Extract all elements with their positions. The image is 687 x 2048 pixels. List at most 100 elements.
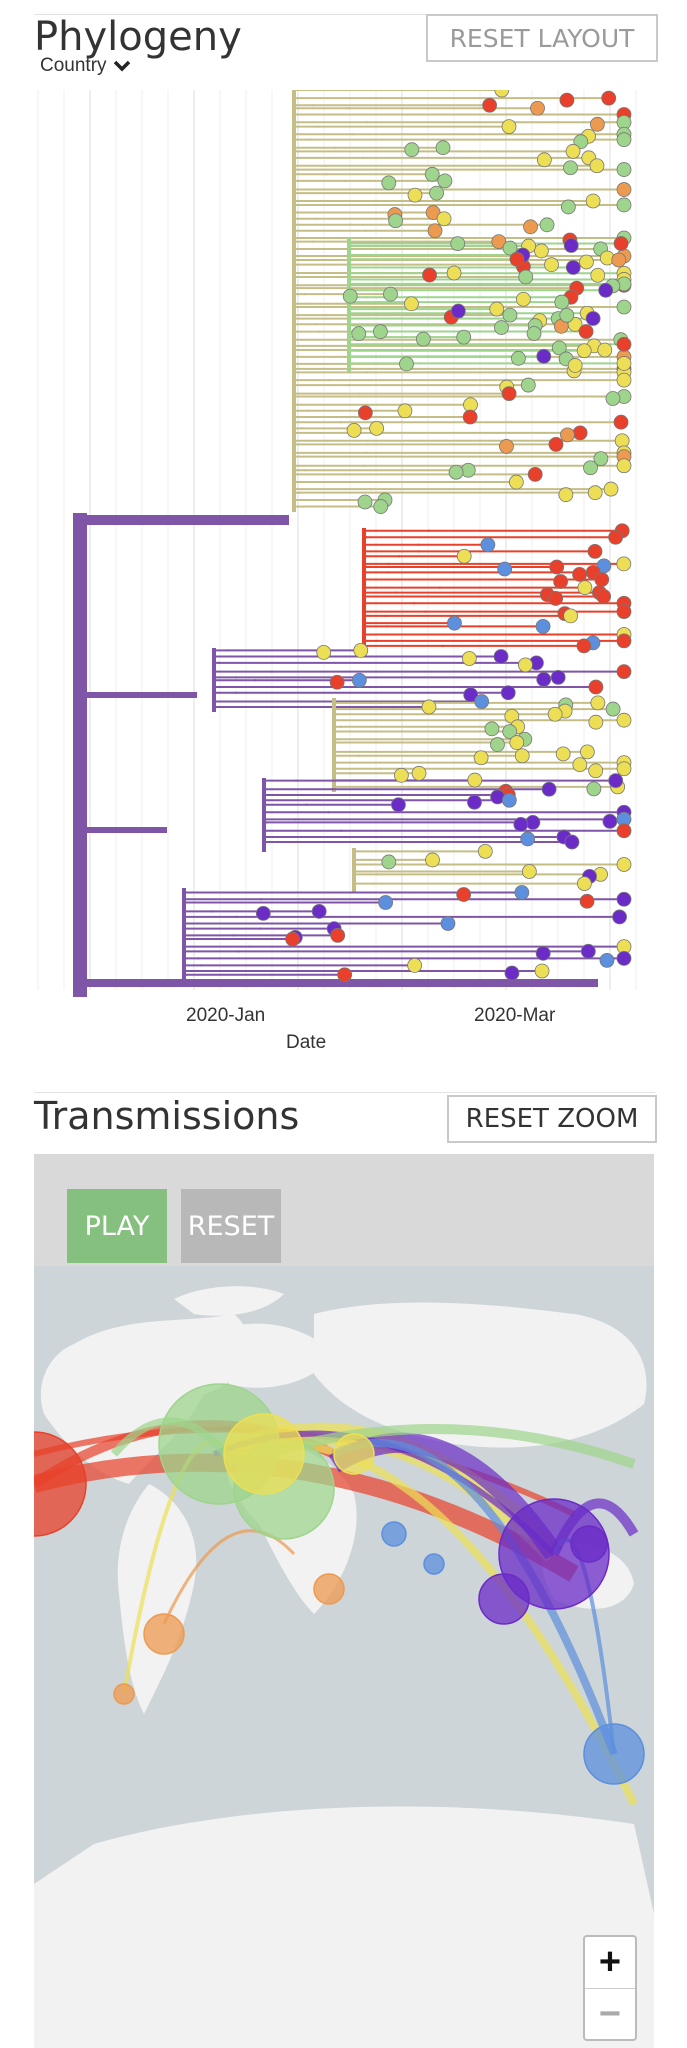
transmission-bubble — [583, 1723, 645, 1785]
tree-tip — [576, 876, 592, 892]
tree-tip — [474, 694, 490, 709]
tree-tip — [316, 645, 332, 660]
tree-tip — [388, 213, 404, 229]
tree-tip — [590, 267, 606, 283]
tree-tip — [381, 854, 397, 870]
tree-tip — [404, 296, 419, 312]
tree-tip — [520, 831, 536, 847]
transmission-bubble — [113, 1683, 135, 1705]
tree-tip — [346, 422, 362, 438]
tree-tip — [578, 324, 594, 339]
tree-tip — [490, 737, 505, 752]
tree-tip — [616, 556, 632, 572]
play-button[interactable]: PLAY — [67, 1189, 167, 1263]
tree-tip — [572, 425, 588, 441]
tree-tip — [536, 348, 552, 364]
tree-tip — [613, 414, 629, 430]
tree-tip — [616, 950, 632, 966]
tree-tip — [605, 391, 621, 406]
tree-tip — [616, 823, 632, 839]
tree-tip — [616, 197, 632, 213]
tree-tip — [594, 572, 610, 587]
tree-tip — [564, 834, 580, 850]
tree-tip — [601, 90, 617, 106]
tree-tip — [567, 358, 583, 373]
tree-tip — [463, 687, 479, 703]
tree-tip — [514, 748, 530, 764]
tree-tip — [415, 331, 431, 347]
tree-tip — [456, 329, 472, 345]
tree-tip — [508, 474, 524, 490]
tree-tips — [255, 90, 632, 983]
tree-tip — [446, 265, 462, 281]
tree-tip — [616, 664, 632, 680]
tree-tip — [579, 744, 595, 760]
tree-tip — [424, 166, 440, 182]
tree-tip — [518, 269, 534, 285]
color-by-select[interactable]: Country — [40, 55, 131, 77]
tree-tip — [611, 252, 627, 268]
tree-tip — [588, 679, 604, 695]
transmission-bubble — [143, 1613, 185, 1655]
reset-animation-button[interactable]: RESET — [181, 1189, 281, 1263]
plus-icon[interactable]: + — [585, 1937, 635, 1989]
tree-tip — [383, 286, 398, 302]
tree-tip — [536, 152, 552, 168]
tree-tip — [342, 288, 358, 304]
tree-tip — [493, 649, 509, 664]
tree-tip — [579, 893, 595, 909]
tree-tip — [509, 251, 525, 267]
tree-tip — [555, 746, 571, 762]
transmission-map[interactable] — [34, 1154, 654, 2048]
tree-tip — [450, 303, 466, 319]
tree-tip — [603, 481, 619, 497]
tree-tip — [526, 326, 542, 341]
tree-tip — [549, 559, 565, 575]
tree-tip — [576, 638, 592, 654]
tree-tip — [559, 92, 575, 108]
tree-tip — [484, 721, 500, 737]
tree-tip — [427, 223, 443, 239]
tree-tip — [560, 427, 575, 443]
reset-zoom-button[interactable]: RESET ZOOM — [447, 1095, 657, 1143]
tree-tip — [616, 372, 632, 388]
tree-tip — [608, 529, 624, 545]
tree-tip — [551, 340, 567, 356]
tree-tip — [563, 160, 578, 176]
transmission-bubble — [423, 1553, 445, 1575]
tree-tip — [616, 712, 632, 728]
transmission-bubble — [498, 1498, 610, 1610]
tree-tip — [501, 119, 517, 135]
transmissions-top-divider — [34, 1092, 655, 1093]
reset-layout-button[interactable]: RESET LAYOUT — [426, 14, 658, 62]
tree-tip — [511, 350, 526, 366]
tree-tip — [337, 967, 353, 983]
tree-tip — [462, 409, 478, 425]
tree-tip — [572, 757, 588, 773]
tree-tip — [605, 701, 621, 717]
x-tick-label: 2020-Jan — [186, 1005, 266, 1026]
tree-tip — [473, 750, 489, 766]
minus-icon[interactable]: − — [598, 1993, 622, 2035]
phylogeny-top-divider — [34, 14, 655, 15]
tree-tip — [456, 887, 472, 902]
tree-tip — [373, 324, 388, 340]
tree-tip — [311, 903, 327, 919]
transmission-bubble — [313, 1573, 345, 1605]
tree-tip — [504, 965, 520, 981]
tree-tip — [489, 301, 505, 317]
tree-tip — [500, 685, 516, 701]
transmission-bubble — [34, 1431, 87, 1537]
tree-tip — [357, 405, 373, 421]
tree-tip — [369, 420, 385, 436]
tree-tip — [550, 669, 566, 685]
tree-tip — [477, 843, 493, 859]
tree-tip — [559, 307, 575, 323]
transmission-bubbles — [34, 1383, 645, 1785]
phylogeny-tree[interactable] — [34, 90, 656, 1000]
tree-tip — [616, 336, 632, 352]
tree-tip — [616, 633, 632, 649]
tree-tip — [544, 257, 559, 273]
tree-tip — [587, 543, 603, 559]
tree-tip — [554, 294, 570, 310]
